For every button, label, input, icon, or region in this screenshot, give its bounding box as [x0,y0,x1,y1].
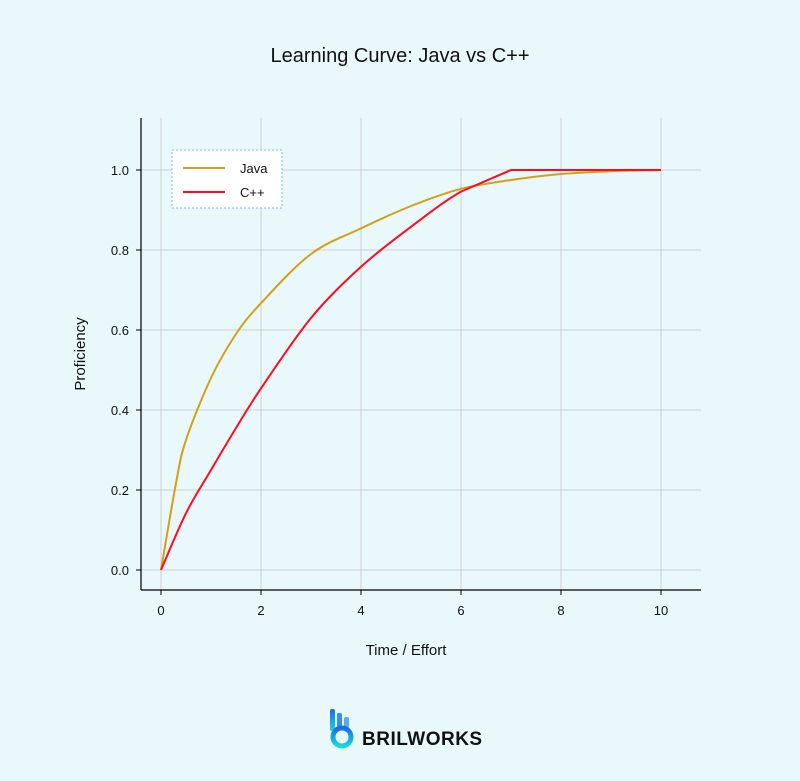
y-tick-label: 0.8 [111,243,129,258]
legend-label-java: Java [240,161,268,176]
y-tick-label: 0.6 [111,323,129,338]
legend-box [171,149,283,209]
x-tick-label: 2 [257,603,264,618]
y-tick-label: 0.4 [111,403,129,418]
x-tick-label: 0 [157,603,164,618]
brand-name: BRILWORKS [362,729,483,750]
y-axis-label: Proficiency [72,317,89,391]
x-axis-label: Time / Effort [366,642,448,659]
x-tick-label: 4 [357,603,364,618]
brilworks-logo: BRILWORKS [330,709,483,750]
legend-label-cpp: C++ [240,185,265,200]
chart-title: Learning Curve: Java vs C++ [270,45,529,67]
x-tick-label: 6 [457,603,464,618]
y-tick-label: 0.0 [111,563,129,578]
series-line-cpp [160,169,661,571]
legend: Java C++ [171,149,283,209]
y-tick-label: 1.0 [111,163,129,178]
y-tick-label: 0.2 [111,483,129,498]
series-line-java [160,169,662,571]
x-tick-label: 8 [557,603,564,618]
x-tick-label: 10 [654,603,668,618]
